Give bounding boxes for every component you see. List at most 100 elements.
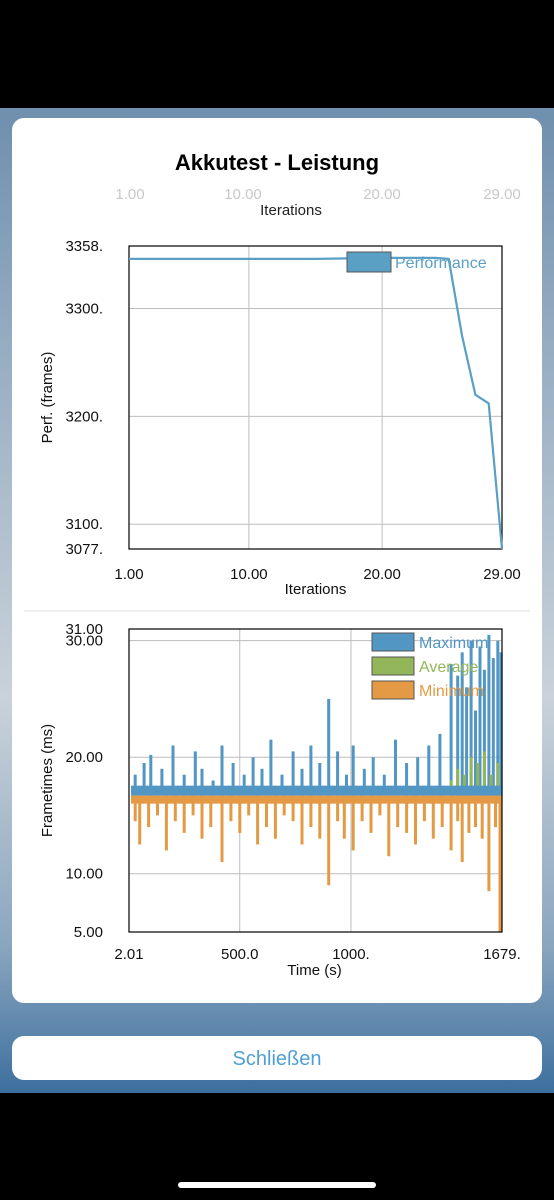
bar-maximum: [318, 763, 322, 796]
bar-minimum: [431, 795, 435, 839]
legend-swatch-average: [371, 656, 415, 676]
bar-minimum: [405, 795, 409, 833]
bar-maximum: [474, 710, 477, 796]
legend-label-performance: Performance: [395, 255, 487, 272]
bar-minimum: [369, 795, 373, 833]
bar-average: [482, 751, 486, 796]
min-band: [131, 795, 500, 804]
bar-maximum: [427, 745, 431, 796]
bar-minimum: [182, 795, 186, 833]
bar-average: [496, 763, 500, 796]
y-tick-label: 3358.: [65, 238, 103, 255]
bar-minimum: [164, 795, 168, 851]
dialog-sheet: [12, 118, 542, 1003]
x-tick-label: 500.0: [221, 946, 259, 963]
legend-label-maximum: Maximum: [419, 635, 488, 652]
bar-maximum: [382, 774, 386, 796]
plot-frame: [128, 245, 503, 550]
bar-maximum: [309, 745, 313, 796]
x-tick-label: 1.00: [114, 566, 143, 583]
legend-swatch-maximum: [371, 632, 415, 652]
bar-minimum: [318, 795, 322, 839]
x-tick-label: 10.00: [230, 566, 268, 583]
bar-minimum: [291, 795, 295, 822]
y-tick-label: 3077.: [65, 541, 103, 558]
bar-average: [469, 757, 473, 796]
x-tick-label: 1679.: [483, 946, 521, 963]
bar-maximum: [220, 745, 224, 796]
bar-minimum: [256, 795, 260, 845]
bar-average: [462, 774, 466, 796]
legend-label-average: Average: [419, 659, 478, 676]
close-button[interactable]: Schließen: [12, 1036, 542, 1080]
frametimes-legend: Maximum Average Minimum: [371, 632, 488, 700]
bar-maximum: [469, 640, 473, 796]
x-tick-label: 2.01: [114, 946, 143, 963]
bar-maximum: [142, 763, 146, 796]
performance-line: [129, 256, 504, 550]
bar-maximum: [160, 768, 164, 796]
bar-minimum: [449, 795, 453, 851]
bar-minimum: [156, 795, 159, 816]
bar-minimum: [498, 795, 502, 932]
bar-maximum: [460, 652, 464, 796]
bar-maximum: [491, 658, 495, 796]
bar-maximum: [242, 774, 246, 796]
bar-maximum: [482, 669, 486, 796]
bar-minimum: [309, 795, 313, 828]
bar-minimum: [336, 795, 340, 822]
x-axis-label: Time (s): [287, 962, 341, 979]
performance-chart: 1.00 10.00 20.00 29.00 3358. 3300. 3200. 3100. 3…: [39, 238, 521, 598]
ghost-tick-3: 20.00: [363, 186, 401, 203]
bar-maximum: [269, 739, 273, 796]
bar-minimum: [238, 795, 242, 833]
bar-minimum: [147, 795, 151, 828]
y-tick-label: 5.00: [74, 924, 103, 941]
bar-maximum: [438, 733, 442, 796]
ghost-tick-1: 1.00: [115, 186, 144, 203]
bar-minimum: [360, 795, 364, 822]
bar-maximum: [371, 757, 375, 796]
bar-minimum: [474, 795, 477, 828]
bar-maximum: [394, 739, 397, 796]
x-tick-label: 20.00: [363, 566, 401, 583]
bar-minimum: [351, 795, 355, 851]
bar-minimum: [422, 795, 426, 822]
bar-minimum: [191, 795, 195, 816]
bar-minimum: [414, 795, 417, 845]
bar-average: [476, 763, 480, 796]
bar-minimum: [378, 795, 382, 816]
bar-maximum: [345, 774, 348, 796]
bar-maximum: [260, 768, 264, 796]
bar-minimum: [200, 795, 204, 839]
bar-maximum: [456, 675, 460, 796]
bar-minimum: [229, 795, 233, 822]
bar-maximum: [416, 757, 420, 796]
x-tick-label: 1000.: [332, 946, 370, 963]
bar-average: [456, 768, 460, 796]
x-tick-label: 29.00: [483, 566, 521, 583]
bar-maximum: [280, 774, 284, 796]
y-tick-label: 3300.: [65, 301, 103, 318]
bar-maximum: [193, 751, 197, 796]
bar-maximum: [300, 768, 304, 796]
bar-maximum: [291, 751, 295, 796]
y-tick-label: 20.00: [65, 749, 103, 766]
bar-minimum: [440, 795, 444, 828]
x-axis-label: Iterations: [285, 581, 347, 598]
ghost-tick-4: 29.00: [483, 186, 521, 203]
bar-maximum: [251, 757, 255, 796]
bar-minimum: [487, 795, 491, 892]
y-tick-label: 3200.: [65, 408, 103, 425]
bar-minimum: [467, 795, 471, 833]
bar-maximum: [487, 634, 491, 796]
bar-maximum: [182, 774, 186, 796]
bar-maximum: [465, 687, 469, 796]
y-tick-label: 31.00: [65, 621, 103, 638]
stray-axis-label: Iterations: [260, 202, 322, 219]
plot-frame: [128, 628, 503, 933]
y-tick-label: 10.00: [65, 866, 103, 883]
bar-average: [489, 774, 493, 796]
